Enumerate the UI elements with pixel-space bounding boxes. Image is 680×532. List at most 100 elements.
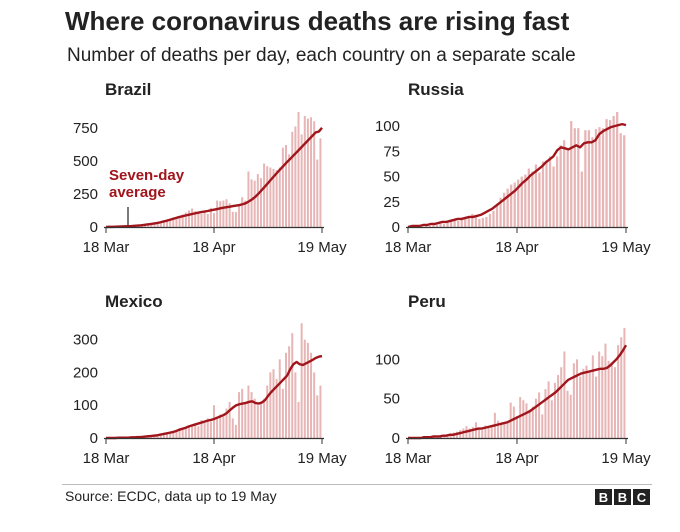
bar-mark — [203, 422, 206, 438]
bar-mark — [169, 432, 172, 438]
bar-mark — [281, 147, 284, 227]
bar-mark — [446, 221, 449, 227]
bar-mark — [598, 351, 601, 438]
bar-mark — [175, 429, 178, 438]
bar-mark — [528, 409, 531, 438]
y-tick-label: 50 — [383, 169, 400, 186]
bar-mark — [566, 390, 569, 438]
bar-mark — [300, 323, 303, 438]
bar-mark — [281, 388, 284, 438]
bar-mark — [266, 166, 269, 227]
bar-mark — [544, 389, 547, 438]
bar-mark — [191, 208, 194, 227]
bar-mark — [213, 405, 215, 438]
panel-title: Peru — [408, 292, 446, 311]
bar-mark — [184, 212, 187, 227]
bar-mark — [439, 223, 442, 227]
bar-mark — [303, 339, 306, 438]
bar-mark — [209, 207, 212, 227]
bar-mark — [442, 223, 446, 227]
bar-mark — [278, 167, 281, 227]
bar-mark — [481, 217, 485, 227]
bar-mark — [250, 179, 253, 227]
x-tick-label: 19 May — [297, 239, 347, 256]
bar-mark — [213, 213, 215, 227]
bar-mark — [464, 216, 467, 227]
bar-mark — [172, 431, 175, 438]
bar-mark — [612, 116, 615, 227]
bar-mark — [467, 217, 470, 227]
bar-mark — [250, 392, 253, 438]
bar-mark — [319, 385, 322, 438]
bar-mark — [181, 429, 184, 438]
bar-mark — [272, 168, 275, 227]
bar-mark — [269, 372, 272, 438]
bar-mark — [288, 346, 291, 438]
y-tick-label: 750 — [73, 120, 98, 137]
bar-mark — [506, 188, 509, 227]
bar-mark — [517, 179, 520, 227]
chart-panel-brazil: Brazil 0 250 500 750 18 Mar 18 Apr 19 May Seven-… — [73, 80, 347, 256]
bar-mark — [552, 166, 555, 227]
x-tick-label: 19 May — [601, 450, 651, 467]
average-line — [408, 344, 628, 440]
bar-mark — [197, 213, 200, 227]
bar-mark — [485, 216, 488, 227]
bar-mark — [247, 385, 250, 438]
bar-mark — [495, 204, 499, 227]
bar-mark — [175, 217, 178, 227]
bar-mark — [520, 176, 523, 227]
bar-mark — [557, 375, 560, 438]
bar-mark — [153, 435, 156, 438]
bar-mark — [285, 145, 287, 227]
bar-mark — [563, 351, 566, 438]
panel-title: Brazil — [105, 80, 151, 99]
bar-mark — [150, 224, 153, 227]
bar-mark — [608, 120, 612, 227]
bar-mark — [619, 133, 622, 227]
bar-mark — [601, 356, 604, 438]
bar-mark — [316, 395, 319, 438]
bar-mark — [231, 211, 234, 227]
bar-mark — [228, 203, 231, 227]
bar-mark — [219, 414, 222, 438]
bar-mark — [187, 425, 190, 438]
x-tick-label: 18 Apr — [192, 450, 235, 467]
bar-mark — [266, 385, 269, 438]
chart-panel-peru: Peru 0 50 100 18 Mar 18 Apr 19 May — [375, 292, 651, 467]
bar-mark — [306, 342, 309, 438]
bar-mark — [500, 423, 503, 438]
y-tick-label: 200 — [73, 364, 98, 381]
x-tick-label: 19 May — [601, 239, 651, 256]
bar-mark — [617, 345, 620, 438]
bar-mark — [263, 398, 266, 438]
bar-mark — [228, 401, 231, 438]
bar-mark — [294, 372, 297, 438]
y-tick-label: 100 — [375, 118, 400, 135]
bar-mark — [181, 214, 184, 227]
bar-mark — [481, 430, 484, 438]
bar-mark — [471, 213, 474, 227]
bar-mark — [269, 167, 272, 227]
bar-mark — [510, 184, 513, 227]
bar-mark — [488, 213, 492, 227]
bar-mark — [306, 118, 309, 227]
y-tick-label: 100 — [73, 397, 98, 414]
bar-mark — [538, 392, 541, 438]
bar-mark — [534, 398, 537, 438]
bar-mark — [512, 406, 515, 438]
logo-letter: B — [614, 489, 631, 505]
bar-mark — [503, 422, 506, 438]
bar-mark — [194, 423, 197, 438]
bar-mark — [275, 170, 278, 227]
bar-mark — [316, 159, 319, 227]
x-tick-label: 18 Apr — [495, 239, 538, 256]
bar-mark — [601, 128, 605, 227]
bar-mark — [545, 160, 548, 227]
bar-mark — [272, 369, 275, 438]
average-line — [407, 122, 627, 229]
bar-mark — [256, 405, 259, 438]
bar-mark — [159, 222, 162, 227]
x-tick-label: 19 May — [297, 450, 347, 467]
